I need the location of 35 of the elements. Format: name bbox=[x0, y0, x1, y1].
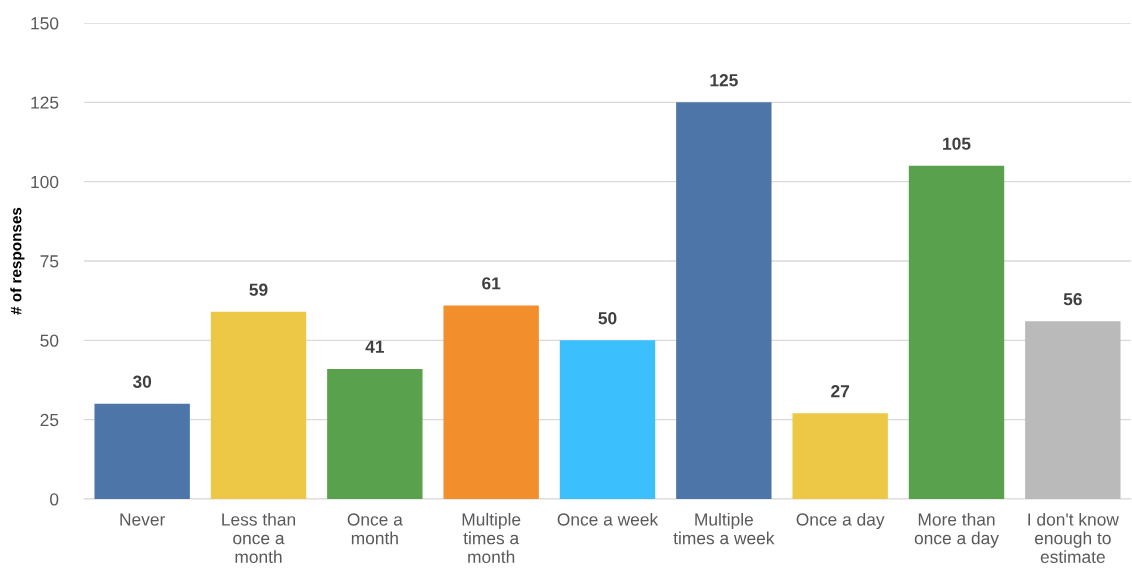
bar bbox=[210, 311, 307, 499]
bar bbox=[327, 368, 423, 499]
x-tick-label: Once a month bbox=[347, 513, 403, 545]
bar bbox=[443, 305, 539, 499]
y-tick-label: 125 bbox=[31, 96, 59, 109]
bar bbox=[792, 413, 888, 499]
data-label: 30 bbox=[132, 375, 152, 388]
x-tick-label: Multiple times a month bbox=[462, 512, 521, 564]
bar bbox=[94, 403, 190, 499]
y-tick-label: 0 bbox=[50, 493, 59, 506]
data-label: 59 bbox=[249, 283, 268, 296]
bar bbox=[908, 165, 1005, 499]
x-tick-label: Once a week bbox=[557, 512, 659, 526]
data-label: 61 bbox=[482, 277, 501, 290]
x-tick-label: Less than once a month bbox=[222, 512, 296, 564]
y-tick-label: 75 bbox=[40, 255, 59, 268]
y-axis-title: # of responses bbox=[10, 207, 25, 315]
x-tick-label: Multiple times a week bbox=[673, 512, 775, 545]
data-label: 125 bbox=[710, 74, 738, 87]
data-label: 27 bbox=[831, 385, 850, 398]
x-tick-label: More than once a day bbox=[914, 512, 999, 548]
x-tick-label: Never bbox=[120, 513, 166, 526]
bar bbox=[676, 102, 772, 499]
x-tick-label: I don't know enough to estimate bbox=[1028, 512, 1119, 564]
y-tick-label: 25 bbox=[40, 413, 59, 427]
y-tick-label: 100 bbox=[31, 175, 59, 189]
data-label: 105 bbox=[943, 137, 971, 150]
data-label: 50 bbox=[598, 312, 617, 325]
bar bbox=[1025, 321, 1121, 499]
bar bbox=[559, 340, 656, 499]
data-label: 56 bbox=[1063, 293, 1082, 306]
data-label: 41 bbox=[365, 340, 385, 353]
x-tick-label: Once a day bbox=[796, 512, 885, 530]
y-tick-label: 150 bbox=[31, 17, 59, 30]
y-tick-label: 50 bbox=[40, 334, 59, 347]
